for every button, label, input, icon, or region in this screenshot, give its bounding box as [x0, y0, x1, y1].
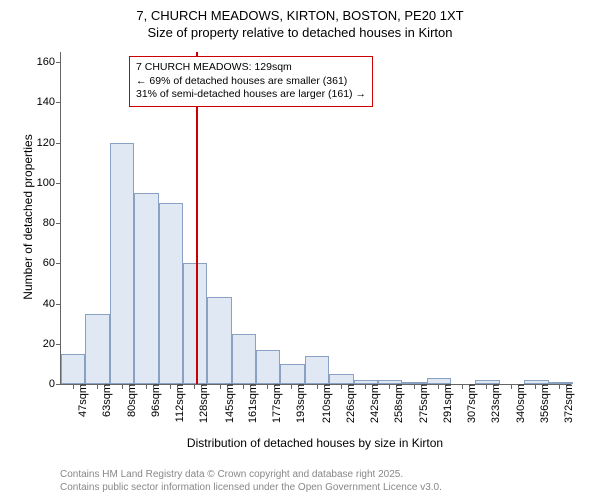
plot-area: 02040608010012014016047sqm63sqm80sqm96sq… [60, 52, 571, 385]
y-tick-label: 80 [43, 217, 61, 229]
histogram-bar [85, 314, 109, 384]
x-tick-label: 47sqm [73, 384, 89, 417]
histogram-bar [134, 193, 158, 384]
histogram-bar [354, 380, 378, 384]
x-tick-label: 242sqm [365, 384, 381, 423]
footer-line1: Contains HM Land Registry data © Crown c… [60, 469, 442, 482]
chart-title-line1: 7, CHURCH MEADOWS, KIRTON, BOSTON, PE20 … [0, 8, 600, 25]
histogram-bar [378, 380, 402, 384]
x-tick-label: 128sqm [194, 384, 210, 423]
histogram-bar [329, 374, 353, 384]
histogram-bar [232, 334, 256, 384]
callout-line1: 7 CHURCH MEADOWS: 129sqm [136, 61, 366, 75]
histogram-bar [61, 354, 85, 384]
x-tick-label: 356sqm [535, 384, 551, 423]
x-tick-label: 193sqm [291, 384, 307, 423]
y-tick-label: 60 [43, 257, 61, 269]
histogram-bar [159, 203, 183, 384]
histogram-bar [427, 378, 451, 384]
histogram-bar [402, 382, 426, 384]
x-tick-label: 226sqm [341, 384, 357, 423]
y-tick-label: 20 [43, 338, 61, 350]
y-tick-label: 160 [37, 56, 61, 68]
callout-line2: ← 69% of detached houses are smaller (36… [136, 75, 366, 89]
histogram-bar [305, 356, 329, 384]
x-tick-label: 63sqm [97, 384, 113, 417]
histogram-bar [475, 380, 499, 384]
footer-attribution: Contains HM Land Registry data © Crown c… [60, 469, 442, 494]
callout-line3: 31% of semi-detached houses are larger (… [136, 88, 366, 102]
callout-box: 7 CHURCH MEADOWS: 129sqm← 69% of detache… [129, 56, 373, 107]
y-axis-label: Number of detached properties [21, 117, 35, 317]
y-tick-label: 100 [37, 177, 61, 189]
histogram-bar [280, 364, 304, 384]
x-axis-label: Distribution of detached houses by size … [60, 436, 570, 450]
x-tick-label: 258sqm [389, 384, 405, 423]
x-tick-label: 161sqm [243, 384, 259, 423]
x-tick-label: 291sqm [438, 384, 454, 423]
x-tick-label: 210sqm [317, 384, 333, 423]
x-tick-label: 323sqm [486, 384, 502, 423]
y-tick-label: 40 [43, 298, 61, 310]
histogram-bar [524, 380, 548, 384]
x-tick-label: 372sqm [559, 384, 575, 423]
x-tick-label: 96sqm [146, 384, 162, 417]
x-tick-label: 80sqm [122, 384, 138, 417]
chart-title-line2: Size of property relative to detached ho… [0, 25, 600, 42]
histogram-bar [549, 382, 573, 384]
histogram-bar [256, 350, 280, 384]
x-tick-label: 177sqm [267, 384, 283, 423]
x-tick-label: 307sqm [462, 384, 478, 423]
y-tick-label: 0 [49, 378, 61, 390]
y-tick-label: 120 [37, 137, 61, 149]
histogram-bar [110, 143, 134, 384]
x-tick-label: 340sqm [511, 384, 527, 423]
histogram-bar [207, 297, 231, 384]
x-tick-label: 145sqm [220, 384, 236, 423]
footer-line2: Contains public sector information licen… [60, 482, 442, 495]
x-tick-label: 275sqm [414, 384, 430, 423]
y-tick-label: 140 [37, 96, 61, 108]
x-tick-label: 112sqm [170, 384, 186, 422]
